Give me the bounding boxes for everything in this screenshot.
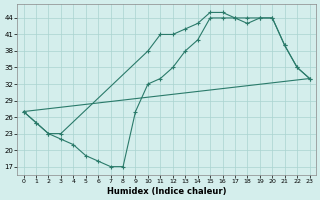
X-axis label: Humidex (Indice chaleur): Humidex (Indice chaleur) [107,187,226,196]
